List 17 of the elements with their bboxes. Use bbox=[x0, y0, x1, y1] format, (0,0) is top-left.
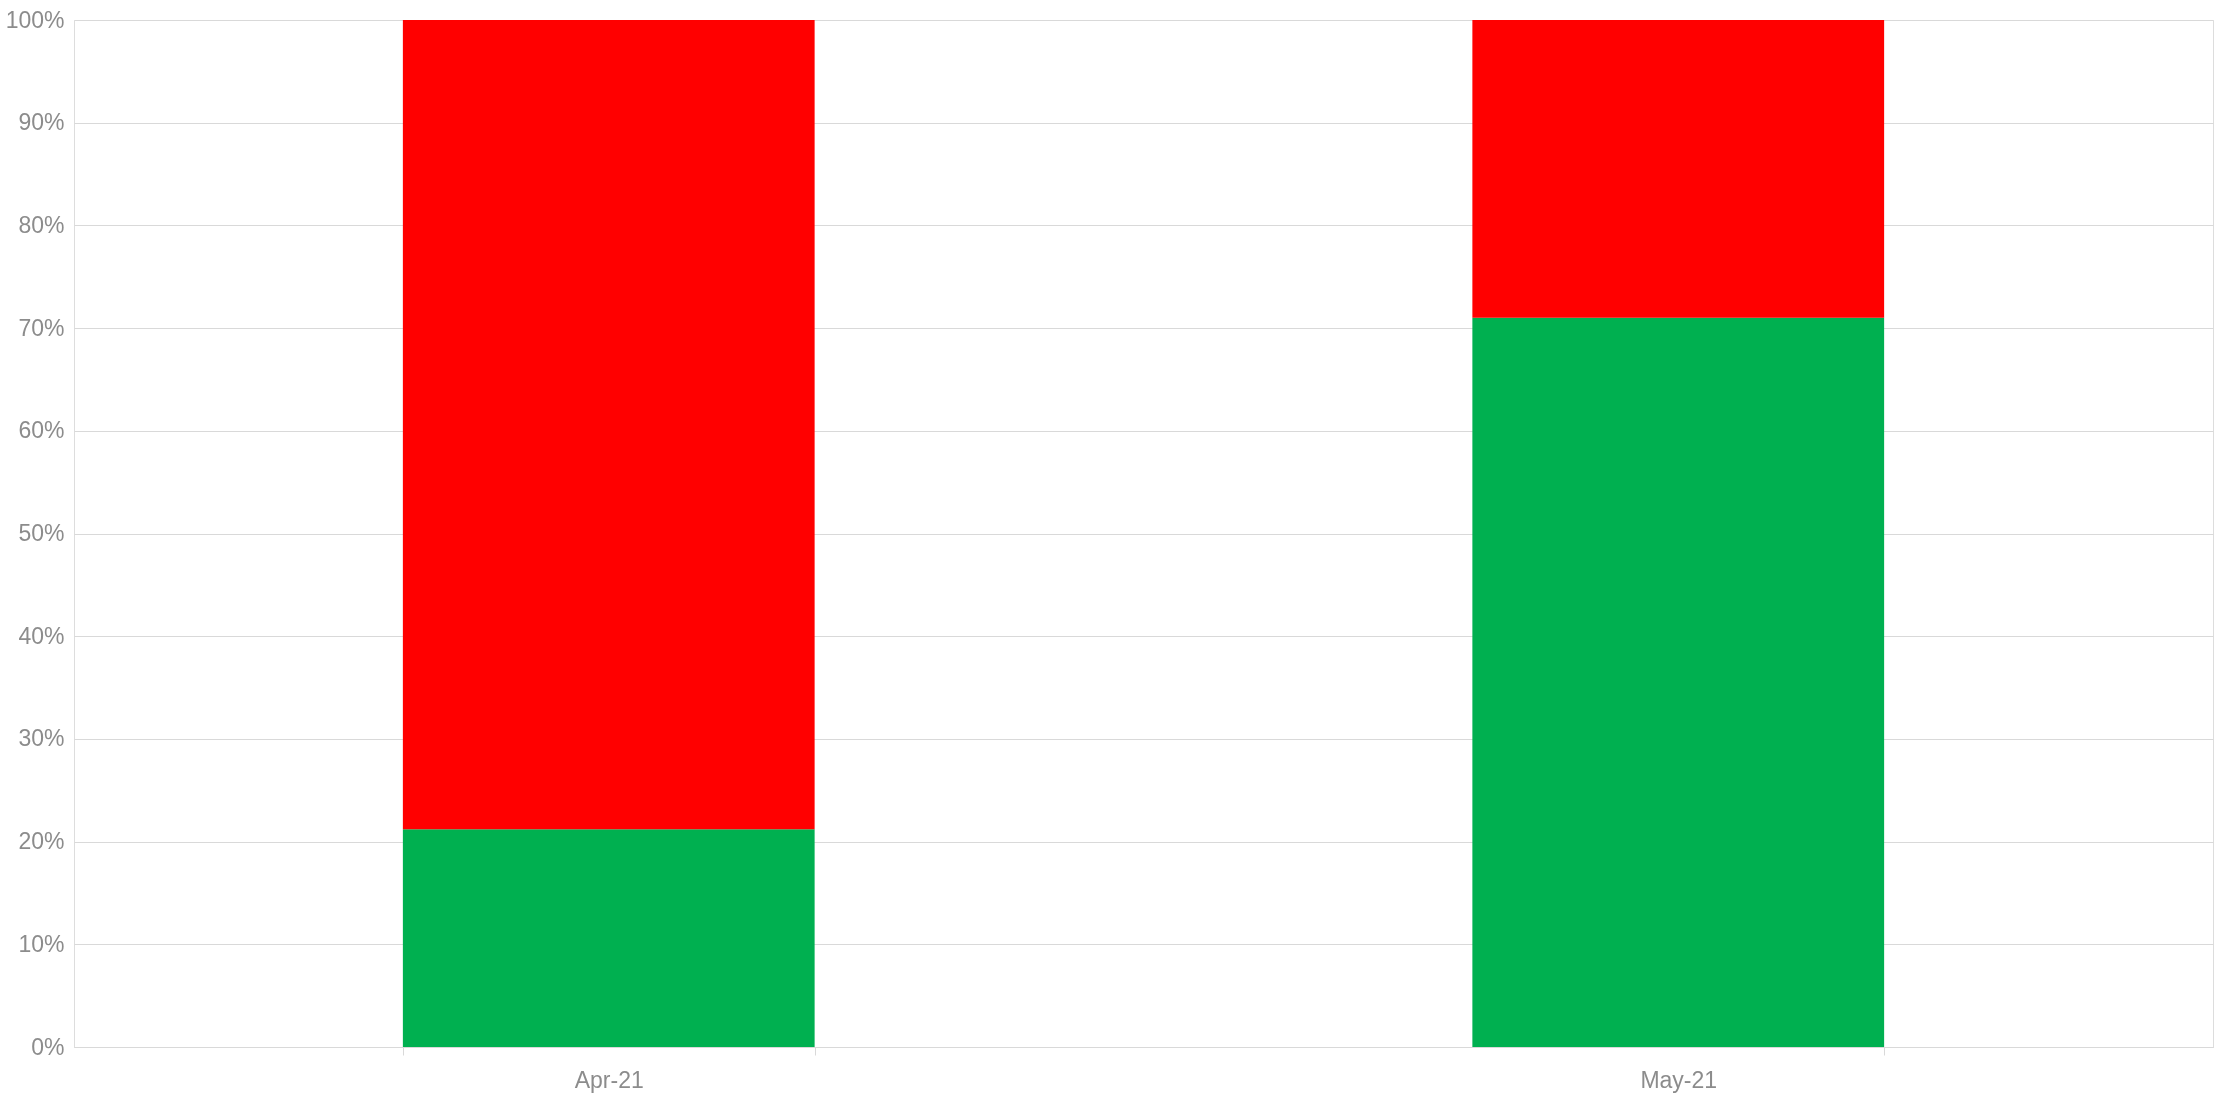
x-tick-label: May-21 bbox=[1640, 1066, 1718, 1093]
bar bbox=[402, 829, 815, 1047]
bar bbox=[402, 20, 815, 830]
y-tick-label: 70% bbox=[18, 314, 65, 341]
y-tick-label: 10% bbox=[18, 930, 65, 957]
y-tick-label: 0% bbox=[31, 1033, 65, 1060]
y-tick-label: 60% bbox=[18, 417, 65, 444]
x-tick-label: Apr-21 bbox=[574, 1066, 644, 1093]
bar bbox=[1472, 20, 1885, 318]
y-tick-label: 80% bbox=[18, 211, 65, 238]
y-tick-label: 30% bbox=[18, 725, 65, 752]
bar bbox=[1472, 317, 1885, 1047]
y-tick-label: 90% bbox=[18, 109, 65, 136]
y-tick-label: 40% bbox=[18, 622, 65, 649]
y-tick-label: 50% bbox=[18, 520, 65, 546]
y-tick-label: 100% bbox=[5, 6, 65, 33]
y-tick-label: 20% bbox=[18, 828, 65, 855]
